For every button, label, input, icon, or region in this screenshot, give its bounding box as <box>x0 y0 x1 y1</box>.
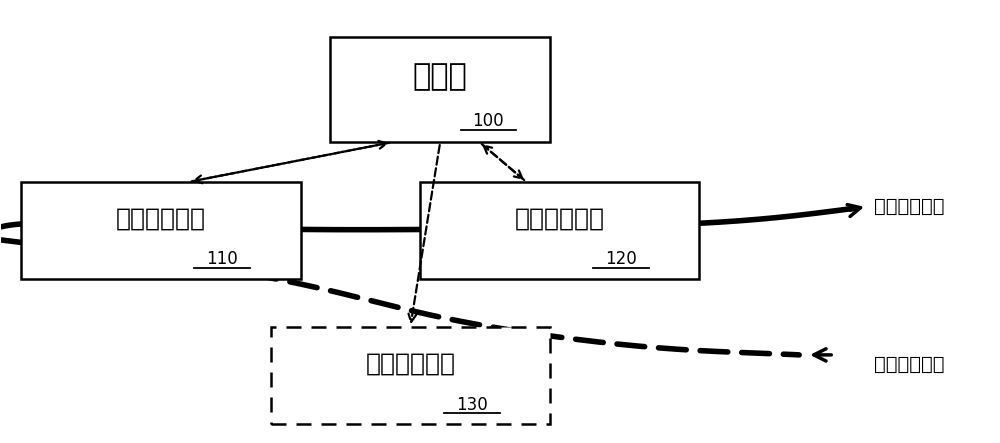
FancyBboxPatch shape <box>271 327 550 424</box>
FancyBboxPatch shape <box>21 182 301 279</box>
Text: 第一转发设备: 第一转发设备 <box>116 207 206 231</box>
FancyBboxPatch shape <box>420 182 699 279</box>
Text: 130: 130 <box>456 396 488 414</box>
Text: 控制器: 控制器 <box>413 62 468 91</box>
Text: 第一转发路径: 第一转发路径 <box>874 355 944 374</box>
FancyBboxPatch shape <box>330 37 550 142</box>
Text: 100: 100 <box>473 112 504 130</box>
Text: 120: 120 <box>605 250 637 268</box>
Text: 第二转发路径: 第二转发路径 <box>874 197 944 216</box>
Text: 110: 110 <box>206 250 238 268</box>
Text: 第三转发设备: 第三转发设备 <box>365 352 455 376</box>
Text: 第二转发设备: 第二转发设备 <box>515 207 605 231</box>
